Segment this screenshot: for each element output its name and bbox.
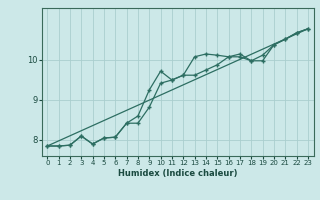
- X-axis label: Humidex (Indice chaleur): Humidex (Indice chaleur): [118, 169, 237, 178]
